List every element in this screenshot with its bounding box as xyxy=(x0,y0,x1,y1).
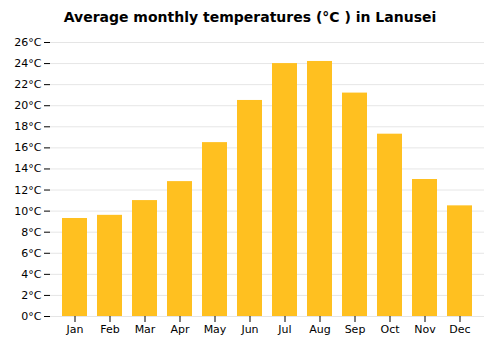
svg-text:10°C: 10°C xyxy=(14,205,41,218)
svg-text:8°C: 8°C xyxy=(21,226,41,239)
svg-text:16°C: 16°C xyxy=(14,141,41,154)
svg-text:May: May xyxy=(204,323,227,336)
svg-text:Feb: Feb xyxy=(100,323,119,336)
html-text:Average monthly temperatures (: Average monthly temperatures (°C ) in La… xyxy=(63,9,437,25)
svg-text:24°C: 24°C xyxy=(14,57,41,70)
svg-text:Apr: Apr xyxy=(170,323,190,336)
svg-text:Aug: Aug xyxy=(309,323,330,336)
svg-text:Jun: Jun xyxy=(240,323,258,336)
svg-text:Dec: Dec xyxy=(449,323,470,336)
svg-text:0°C: 0°C xyxy=(21,310,41,323)
svg-text:12°C: 12°C xyxy=(14,184,41,197)
svg-text:Jul: Jul xyxy=(277,323,291,336)
svg-text:Sep: Sep xyxy=(345,323,366,336)
svg-text:18°C: 18°C xyxy=(14,120,41,133)
svg-text:26°C: 26°C xyxy=(14,36,41,49)
svg-text:Oct: Oct xyxy=(380,323,400,336)
svg-text:6°C: 6°C xyxy=(21,247,41,260)
svg-text:14°C: 14°C xyxy=(14,162,41,175)
svg-text:Nov: Nov xyxy=(414,323,436,336)
svg-text:20°C: 20°C xyxy=(14,99,41,112)
svg-text:Mar: Mar xyxy=(135,323,156,336)
svg-text:2°C: 2°C xyxy=(21,289,41,302)
svg-text:Jan: Jan xyxy=(66,323,84,336)
svg-text:22°C: 22°C xyxy=(14,78,41,91)
svg-text:4°C: 4°C xyxy=(21,268,41,281)
